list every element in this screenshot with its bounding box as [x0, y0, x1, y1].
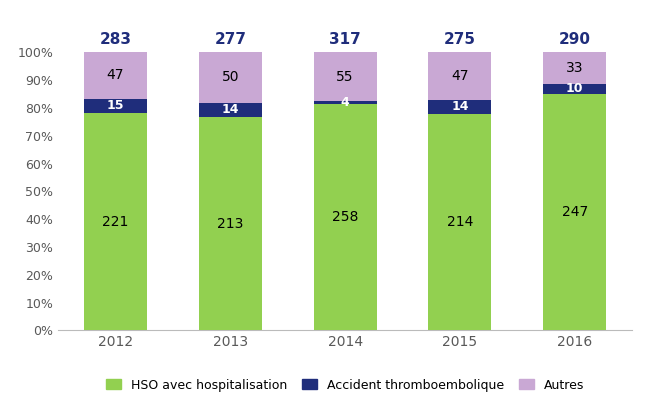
Bar — [543, 84, 606, 93]
Text: 277: 277 — [214, 32, 246, 47]
Bar — [543, 52, 606, 84]
Bar — [313, 52, 377, 101]
Bar — [313, 104, 377, 330]
Text: 290: 290 — [559, 32, 591, 47]
Bar — [84, 113, 147, 330]
Text: 14: 14 — [221, 103, 239, 116]
Bar — [428, 52, 491, 100]
Text: 214: 214 — [447, 215, 473, 229]
Text: 258: 258 — [332, 210, 358, 224]
Bar — [543, 93, 606, 330]
Text: 55: 55 — [336, 69, 354, 83]
Text: 4: 4 — [341, 96, 350, 109]
Legend: HSO avec hospitalisation, Accident thromboembolique, Autres: HSO avec hospitalisation, Accident throm… — [101, 374, 590, 397]
Text: 275: 275 — [444, 32, 476, 47]
Bar — [84, 99, 147, 113]
Text: 47: 47 — [451, 69, 469, 83]
Text: 50: 50 — [221, 71, 239, 85]
Bar — [313, 101, 377, 104]
Bar — [428, 100, 491, 114]
Bar — [199, 52, 262, 103]
Text: 33: 33 — [566, 61, 584, 75]
Bar — [84, 52, 147, 99]
Bar — [428, 114, 491, 330]
Bar — [199, 116, 262, 330]
Text: 247: 247 — [562, 205, 588, 219]
Text: 47: 47 — [106, 69, 124, 83]
Text: 10: 10 — [566, 82, 584, 96]
Bar — [199, 103, 262, 116]
Text: 221: 221 — [103, 215, 128, 229]
Text: 317: 317 — [329, 32, 361, 47]
Text: 283: 283 — [99, 32, 132, 47]
Text: 15: 15 — [106, 100, 124, 112]
Text: 14: 14 — [451, 100, 469, 114]
Text: 213: 213 — [217, 216, 243, 231]
